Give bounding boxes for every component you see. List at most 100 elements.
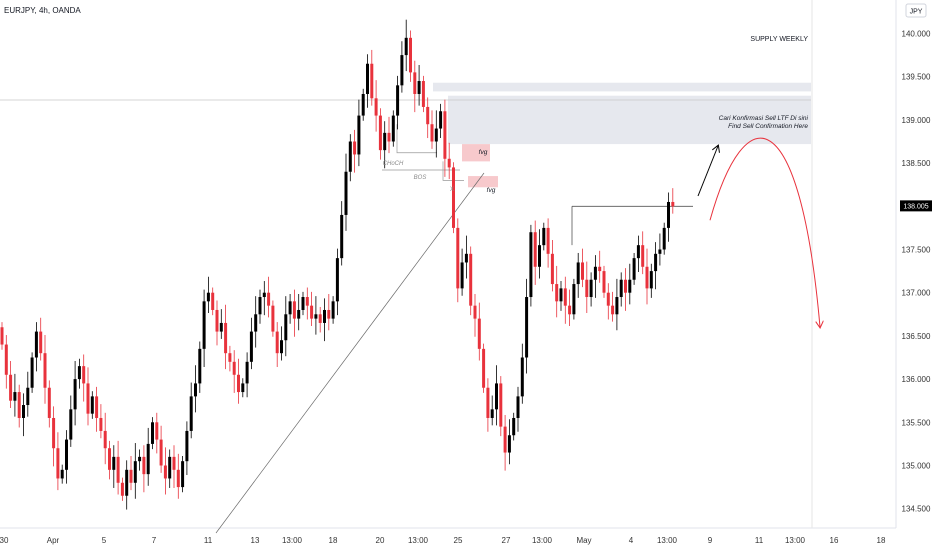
time-tick-label: 11: [204, 536, 213, 545]
supply-weekly-label: SUPPLY WEEKLY: [750, 36, 808, 43]
candle: [460, 248, 464, 296]
candle-body: [641, 245, 645, 267]
candle-body: [26, 387, 30, 406]
candle: [103, 412, 107, 465]
candle: [56, 432, 60, 491]
candle: [267, 276, 271, 318]
candle-body: [611, 305, 615, 315]
candle-body: [555, 284, 559, 302]
candle-body: [133, 461, 137, 483]
candle-body: [172, 456, 176, 470]
candle: [456, 218, 460, 303]
candle-body: [198, 348, 202, 384]
candle: [120, 477, 124, 501]
candle: [249, 317, 253, 370]
candle-body: [636, 245, 640, 259]
candle: [280, 326, 283, 361]
candle-body: [619, 279, 623, 298]
candle-body: [254, 314, 258, 332]
candle-body: [387, 132, 391, 142]
candle: [163, 447, 167, 495]
candle: [138, 449, 142, 471]
candle-body: [615, 297, 619, 315]
candle-body: [335, 258, 339, 302]
candle: [658, 233, 662, 266]
candle-body: [499, 383, 503, 427]
candle-body: [297, 309, 301, 319]
currency-badge-box[interactable]: [905, 3, 927, 18]
candle-body: [327, 309, 331, 319]
candle-body: [77, 366, 81, 380]
candle-body: [421, 81, 425, 107]
candle-body: [439, 111, 443, 129]
candle-body: [202, 301, 206, 349]
candle-body: [649, 271, 653, 289]
candle-body: [374, 98, 378, 116]
candle-body: [348, 141, 352, 172]
candle: [301, 291, 305, 316]
candle: [219, 309, 223, 339]
candle: [555, 265, 559, 318]
candle-body: [271, 305, 275, 332]
candle-body: [245, 361, 249, 384]
candle-body: [189, 396, 193, 431]
candle-body: [0, 327, 4, 345]
candle: [366, 54, 369, 108]
candle: [43, 335, 47, 404]
candle: [464, 235, 468, 279]
candle-body: [116, 456, 120, 483]
candle: [9, 360, 13, 409]
candle-body: [400, 55, 404, 86]
bos-label: BOS: [414, 175, 427, 181]
candle: [589, 272, 593, 307]
candle-body: [22, 405, 25, 418]
candle-body: [426, 106, 430, 125]
candle: [314, 296, 318, 335]
time-tick-label: May: [576, 536, 591, 545]
candle-body: [512, 417, 516, 436]
candle-body: [65, 439, 68, 470]
candle-body: [507, 435, 511, 453]
candle-body: [671, 201, 675, 207]
candle: [632, 252, 636, 285]
candle-body: [460, 262, 464, 289]
price-tick-label: 136.000: [902, 375, 931, 384]
time-tick-label: 13:00: [282, 536, 303, 545]
candle-body: [151, 422, 154, 444]
candle: [598, 250, 602, 283]
price-axis[interactable]: 140.000 139.500 139.000 138.500 137.500 137.0…: [902, 30, 931, 514]
candle-body: [47, 387, 51, 418]
candle-body: [430, 124, 434, 142]
zones-layer: [433, 82, 811, 188]
candle: [636, 235, 640, 272]
candle: [335, 248, 339, 316]
candle-body: [219, 322, 223, 332]
candle: [284, 296, 288, 357]
candle: [572, 278, 576, 320]
time-tick-label: 30: [0, 536, 9, 545]
candle: [13, 373, 17, 417]
candle: [155, 412, 159, 454]
candle-body: [538, 245, 541, 267]
candle-body: [516, 396, 520, 418]
candle-body: [305, 297, 309, 306]
candle: [486, 378, 490, 432]
candle: [69, 395, 73, 447]
candle-body: [125, 469, 129, 496]
candle-body: [568, 305, 572, 315]
candle: [65, 430, 68, 484]
candle: [490, 395, 494, 426]
candle: [215, 300, 219, 346]
candle-body: [211, 292, 215, 310]
candle-body: [318, 314, 322, 323]
time-axis[interactable]: 30 Apr 5 7 11 13 13:00 18 20 13:00 25 27 13:00 May 4 13…: [0, 536, 886, 545]
candle: [559, 281, 563, 311]
candle-body: [224, 322, 228, 354]
candle: [426, 97, 430, 139]
candle-body: [155, 422, 159, 440]
candle: [452, 162, 455, 234]
candle: [30, 352, 34, 393]
candle-body: [30, 357, 34, 388]
